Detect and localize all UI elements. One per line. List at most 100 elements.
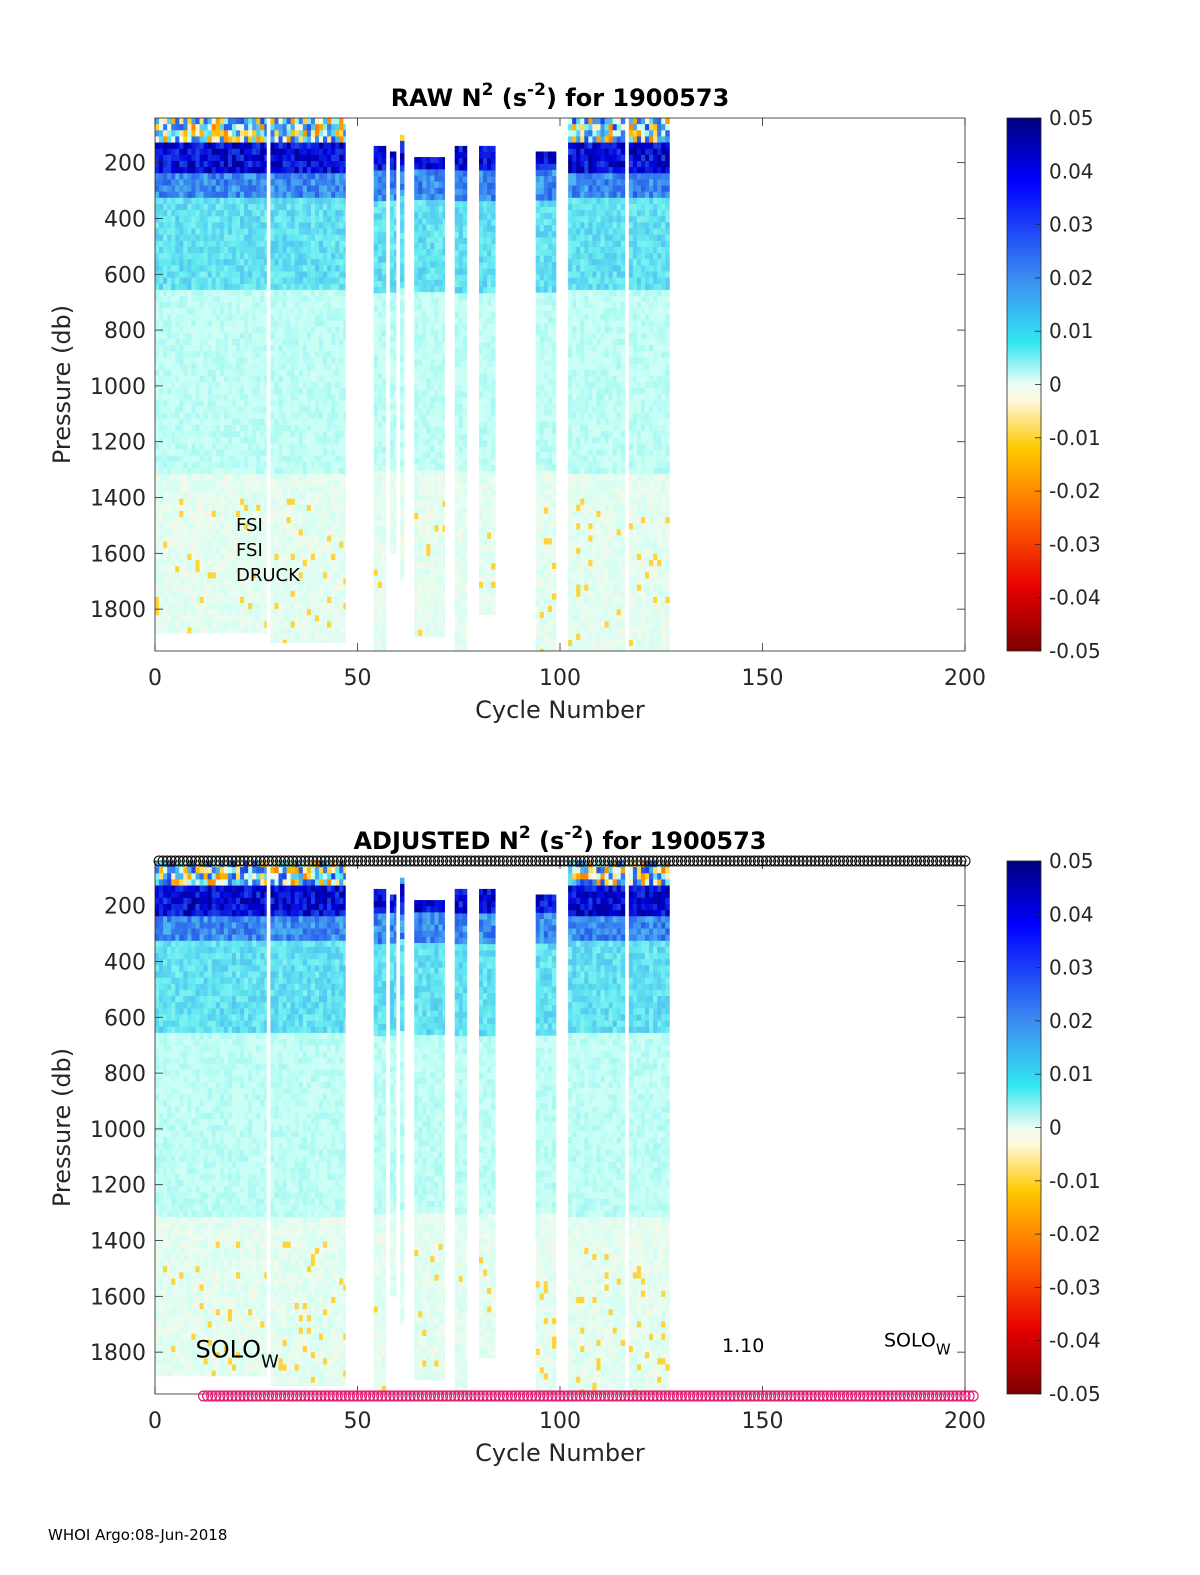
- heatmap-cell: [236, 345, 240, 352]
- heatmap-cell: [163, 229, 167, 236]
- heatmap-cell: [179, 505, 183, 512]
- heatmap-cell: [335, 357, 339, 364]
- heatmap-cell: [374, 164, 378, 171]
- heatmap-cell: [439, 194, 443, 201]
- heatmap-cell: [382, 490, 386, 497]
- heatmap-cell: [430, 458, 434, 465]
- heatmap-cell: [187, 204, 191, 211]
- heatmap-cell: [204, 143, 208, 150]
- heatmap-cell: [171, 413, 175, 420]
- heatmap-cell: [439, 378, 443, 385]
- heatmap-cell: [291, 554, 295, 561]
- heatmap-cell: [244, 413, 248, 420]
- heatmap-cell: [204, 572, 208, 579]
- heatmap-cell: [167, 578, 171, 585]
- heatmap-cell: [439, 329, 443, 336]
- heatmap-cell: [434, 341, 438, 348]
- heatmap-cell: [307, 155, 311, 162]
- heatmap-cell: [343, 388, 345, 395]
- heatmap-cell: [394, 354, 396, 361]
- heatmap-cell: [204, 554, 208, 561]
- heatmap-cell: [183, 357, 187, 364]
- heatmap-cell: [159, 265, 163, 272]
- heatmap-cell: [187, 118, 191, 125]
- heatmap-cell: [216, 560, 220, 567]
- heatmap-cell: [378, 594, 382, 601]
- heatmap-cell: [343, 204, 345, 211]
- heatmap-cell: [283, 149, 287, 156]
- heatmap-cell: [196, 388, 200, 395]
- heatmap-cell: [191, 136, 195, 143]
- heatmap-cell: [270, 130, 274, 137]
- heatmap-cell: [315, 351, 319, 358]
- heatmap-cell: [244, 216, 248, 223]
- heatmap-cell: [390, 458, 394, 465]
- heatmap-cell: [291, 542, 295, 549]
- heatmap-cell: [311, 216, 315, 223]
- heatmap-cell: [274, 419, 278, 426]
- heatmap-cell: [439, 556, 443, 563]
- heatmap-cell: [204, 247, 208, 254]
- heatmap-cell: [430, 630, 434, 637]
- heatmap-cell: [311, 321, 315, 328]
- heatmap-cell: [394, 201, 396, 208]
- heatmap-cell: [287, 271, 291, 278]
- heatmap-cell: [430, 495, 434, 502]
- heatmap-cell: [236, 382, 240, 389]
- heatmap-cell: [311, 603, 315, 610]
- heatmap-cell: [319, 597, 323, 604]
- heatmap-cell: [295, 511, 299, 518]
- heatmap-cell: [323, 327, 327, 334]
- heatmap-cell: [270, 517, 274, 524]
- heatmap-cell: [167, 149, 171, 156]
- heatmap-cell: [434, 439, 438, 446]
- heatmap-cell: [248, 235, 252, 242]
- heatmap-cell: [295, 615, 299, 622]
- heatmap-cell: [260, 364, 264, 371]
- heatmap-cell: [394, 342, 396, 349]
- heatmap-cell: [327, 143, 331, 150]
- heatmap-cell: [307, 456, 311, 463]
- heatmap-cell: [439, 366, 443, 373]
- heatmap-cell: [327, 505, 331, 512]
- heatmap-cell: [208, 314, 212, 321]
- heatmap-cell: [175, 192, 179, 199]
- heatmap-cell: [414, 495, 418, 502]
- heatmap-cell: [422, 575, 426, 582]
- heatmap-cell: [291, 456, 295, 463]
- heatmap-cell: [426, 568, 430, 575]
- heatmap-cell: [382, 533, 386, 540]
- heatmap-cell: [390, 403, 394, 410]
- heatmap-cell: [212, 542, 216, 549]
- heatmap-cell: [311, 210, 315, 217]
- heatmap-cell: [236, 394, 240, 401]
- heatmap-cell: [319, 437, 323, 444]
- heatmap-cell: [295, 364, 299, 371]
- heatmap-cell: [240, 124, 244, 131]
- heatmap-cell: [414, 280, 418, 287]
- heatmap-cell: [295, 345, 299, 352]
- heatmap-cell: [287, 296, 291, 303]
- heatmap-cell: [439, 464, 443, 471]
- heatmap-cell: [204, 198, 208, 205]
- heatmap-cell: [159, 302, 163, 309]
- heatmap-cell: [228, 628, 232, 634]
- heatmap-cell: [343, 400, 345, 407]
- heatmap-cell: [319, 517, 323, 524]
- heatmap-cell: [279, 468, 283, 475]
- heatmap-cell: [299, 511, 303, 518]
- heatmap-cell: [200, 529, 204, 536]
- heatmap-cell: [274, 407, 278, 414]
- heatmap-cell: [212, 333, 216, 340]
- heatmap-cell: [374, 281, 378, 288]
- heatmap-cell: [323, 499, 327, 506]
- heatmap-cell: [270, 302, 274, 309]
- heatmap-cell: [171, 511, 175, 518]
- heatmap-cell: [196, 450, 200, 457]
- heatmap-cell: [426, 268, 430, 275]
- heatmap-cell: [303, 136, 307, 143]
- heatmap-cell: [327, 542, 331, 549]
- heatmap-cell: [240, 167, 244, 174]
- heatmap-cell: [311, 572, 315, 579]
- heatmap-cell: [175, 554, 179, 561]
